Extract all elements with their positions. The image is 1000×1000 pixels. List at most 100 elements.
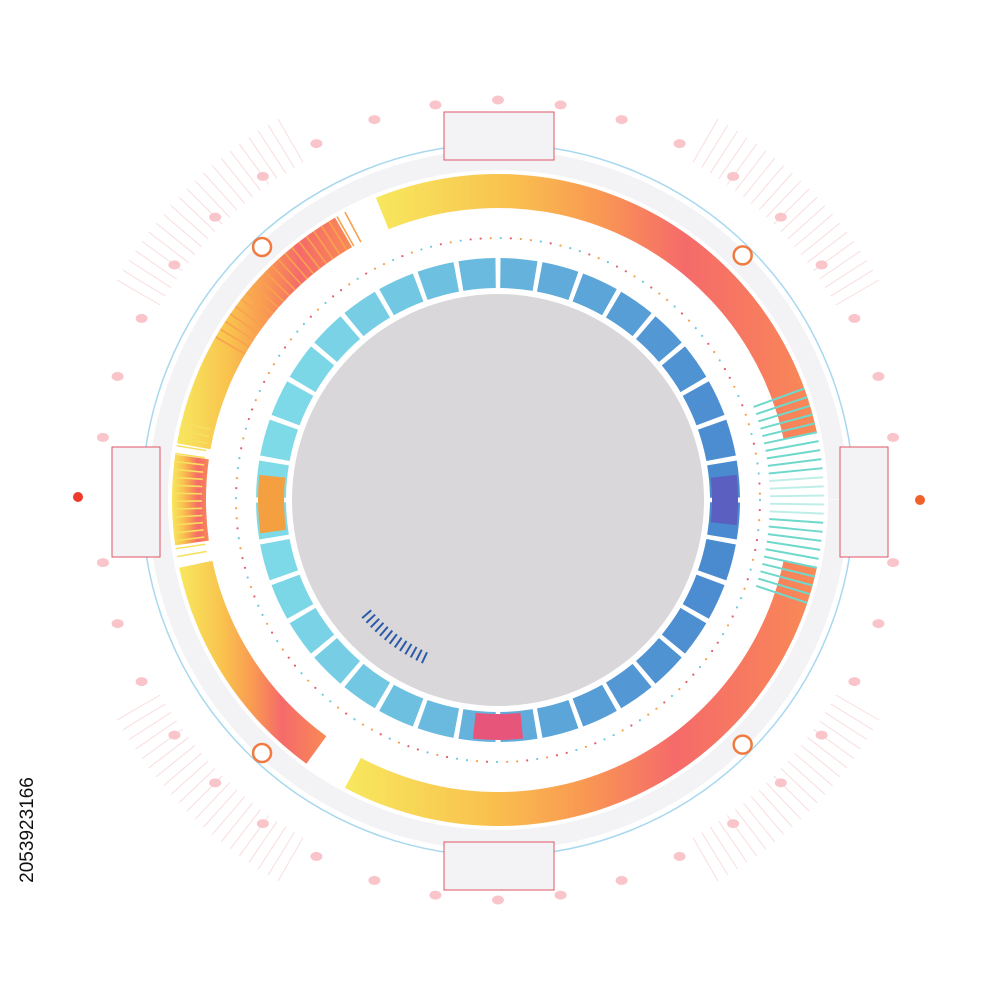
dot-ring — [353, 718, 356, 721]
warm-hatch — [328, 220, 348, 251]
dot-ring — [239, 547, 242, 550]
dot-ring — [641, 280, 645, 283]
hatch — [277, 837, 304, 882]
dot-ring — [300, 672, 303, 675]
warm-hatch — [305, 235, 328, 265]
dot-ring — [658, 292, 661, 295]
hatch — [170, 205, 209, 240]
dot — [429, 890, 442, 900]
teal-hatch — [762, 562, 816, 578]
dot — [310, 851, 323, 861]
dot-ring — [743, 587, 746, 590]
blue-segment — [682, 574, 725, 619]
hatch — [128, 711, 172, 741]
dot-ring — [495, 760, 499, 764]
dot-ring — [559, 244, 562, 247]
dot-ring — [258, 389, 261, 393]
dot-ring — [670, 694, 674, 698]
warm-hatch — [284, 252, 308, 280]
teal-hatch — [766, 540, 821, 551]
hatch — [203, 789, 238, 828]
dot-ring — [407, 745, 410, 748]
inner-hatch — [421, 651, 428, 664]
dot-ring — [382, 263, 386, 266]
hatch — [155, 745, 196, 778]
warm-hatch — [176, 444, 207, 452]
blue-segment — [536, 699, 579, 738]
hatch — [735, 150, 767, 191]
dot-ring — [410, 251, 413, 254]
warm-hatch — [264, 271, 290, 297]
warm-hatch — [179, 429, 210, 438]
dot-ring — [281, 648, 284, 651]
blue-segment — [572, 684, 617, 727]
warm-hatch — [313, 230, 334, 260]
dot-ring — [588, 253, 591, 256]
dot-ring — [289, 338, 293, 341]
hatch — [148, 737, 189, 769]
dot-ring — [549, 242, 552, 245]
warm-hatch — [181, 421, 211, 431]
dot-ring — [685, 680, 688, 684]
center-disk — [292, 294, 704, 706]
hatch — [743, 802, 776, 843]
teal-hatch — [753, 387, 805, 408]
dot-ring — [370, 728, 373, 731]
teal-hatch — [766, 449, 821, 460]
hatch — [830, 269, 874, 297]
dot-ring — [569, 247, 572, 250]
dot — [554, 890, 567, 900]
dot-ring — [420, 248, 423, 251]
blue-segment — [572, 273, 617, 316]
dot — [615, 875, 628, 885]
warm-hatch — [298, 241, 321, 270]
dot-ring — [249, 585, 252, 589]
warm-arc — [176, 217, 352, 450]
dot — [135, 313, 148, 323]
dot-ring — [758, 482, 761, 485]
hatch — [726, 143, 758, 185]
inner-hatch — [374, 622, 385, 633]
hatch — [220, 157, 253, 198]
teal-hatch — [765, 548, 819, 560]
hatch — [807, 231, 848, 263]
hatch — [835, 279, 880, 306]
hatch — [709, 130, 739, 174]
dot-ring — [235, 507, 238, 510]
hatch — [692, 837, 719, 882]
hatch — [116, 279, 161, 306]
warm-hatch — [344, 211, 362, 243]
warm-hatch — [240, 298, 269, 321]
hatch — [750, 165, 785, 204]
watermark-id: 2053923166 — [17, 777, 38, 883]
dot-ring — [316, 308, 320, 311]
dot-ring — [733, 385, 736, 388]
teal-hatch — [769, 510, 824, 515]
dot-ring — [401, 254, 404, 258]
hatch — [743, 157, 776, 198]
accent-red — [472, 712, 524, 740]
warm-hatch — [174, 536, 205, 542]
blue-segment — [260, 419, 299, 462]
dot-ring — [235, 517, 238, 520]
dot-ring — [678, 688, 681, 691]
blue-segment — [344, 663, 391, 709]
warm-hatch — [219, 328, 250, 348]
teal-hatch — [768, 467, 823, 475]
dot-ring — [251, 408, 254, 411]
dot-ring — [278, 354, 281, 357]
blue-segment — [379, 684, 424, 727]
dot-ring — [710, 649, 714, 653]
dot — [310, 139, 323, 149]
blue-segment — [605, 291, 652, 337]
dot-ring — [555, 754, 559, 757]
blue-segment — [536, 262, 579, 301]
dot-ring — [694, 327, 697, 330]
dot-ring — [584, 745, 587, 748]
dot-ring — [680, 312, 684, 315]
dot — [429, 100, 442, 110]
blue-segment — [500, 258, 538, 291]
dot-ring — [633, 275, 636, 278]
dot-ring — [307, 679, 310, 682]
dot-ring — [314, 686, 317, 689]
